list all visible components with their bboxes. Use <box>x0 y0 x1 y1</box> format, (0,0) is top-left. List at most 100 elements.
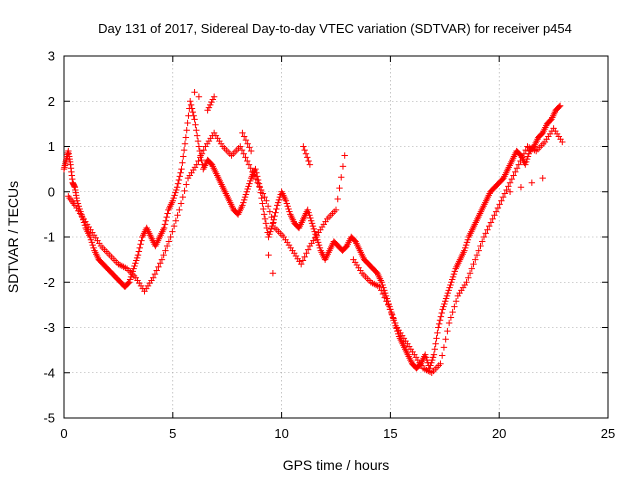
data-point <box>513 165 521 172</box>
data-point <box>316 244 324 252</box>
data-point <box>391 319 399 327</box>
data-point <box>436 317 444 324</box>
data-point <box>173 184 181 191</box>
data-point <box>172 217 180 224</box>
data-point <box>489 215 496 223</box>
data-point <box>452 298 460 305</box>
data-point <box>153 267 160 274</box>
x-tick-label: 0 <box>60 426 67 441</box>
data-point <box>463 279 470 286</box>
data-point <box>422 354 430 361</box>
data-point <box>238 146 246 154</box>
y-tick-label: -5 <box>43 411 55 426</box>
data-point <box>444 327 451 335</box>
data-point <box>520 150 528 157</box>
data-point <box>260 205 267 213</box>
data-point <box>191 89 198 96</box>
y-tick-label: 2 <box>48 94 55 109</box>
data-point <box>262 220 270 227</box>
data-point <box>170 222 178 230</box>
data-point <box>136 244 143 252</box>
axis-ticks: 0 5 10 15 20 25 -5 -4 -3 -2 -1 0 1 2 3 <box>43 49 615 442</box>
data-point <box>125 279 132 287</box>
data-point <box>242 136 250 144</box>
data-point <box>385 301 392 309</box>
data-point <box>177 200 185 207</box>
data-point <box>431 346 438 353</box>
data-point <box>131 262 138 270</box>
data-point <box>261 215 269 223</box>
data-point <box>301 253 308 261</box>
data-point <box>464 236 472 243</box>
data-point <box>442 336 449 343</box>
data-point <box>243 188 250 195</box>
data-point <box>205 104 213 111</box>
data-point <box>482 230 489 237</box>
data-point <box>252 165 259 173</box>
data-point <box>180 153 187 160</box>
grid <box>64 56 608 418</box>
data-point <box>175 176 183 184</box>
data-point <box>270 219 277 226</box>
data-point <box>162 217 170 224</box>
data-point <box>179 193 187 201</box>
data-point <box>480 233 488 241</box>
data-point <box>300 143 307 150</box>
data-point <box>197 154 204 161</box>
data-point <box>448 276 456 283</box>
data-point <box>245 161 253 168</box>
data-point <box>528 179 536 186</box>
data-point <box>244 185 251 193</box>
data-point <box>266 231 273 238</box>
data-point <box>252 175 260 183</box>
data-point <box>449 308 456 316</box>
data-point <box>163 213 170 221</box>
data-point <box>447 314 455 321</box>
data-point <box>339 163 347 170</box>
data-point <box>187 101 195 109</box>
data-point <box>254 179 261 186</box>
data-point <box>161 221 169 228</box>
data-point <box>432 340 439 347</box>
data-point <box>200 146 207 154</box>
data-point <box>501 190 509 197</box>
data-point <box>181 140 189 147</box>
data-point <box>305 209 312 216</box>
data-point <box>494 204 502 212</box>
data-point <box>306 161 314 168</box>
data-point <box>430 351 438 358</box>
data-point <box>461 247 468 254</box>
data-point <box>176 173 183 180</box>
data-point <box>304 154 311 161</box>
y-tick-label: -4 <box>43 365 55 380</box>
data-point <box>204 107 211 114</box>
data-point <box>302 150 310 157</box>
data-point <box>308 220 316 227</box>
data-point <box>386 306 394 313</box>
x-tick-label: 5 <box>169 426 176 441</box>
data-point <box>524 153 532 160</box>
data-point <box>390 315 397 322</box>
data-point <box>184 119 191 127</box>
data-point <box>267 225 275 233</box>
data-point <box>169 228 176 235</box>
data-point <box>305 157 312 165</box>
data-point <box>272 209 279 216</box>
data-point <box>130 265 137 272</box>
data-point <box>171 192 178 199</box>
data-point <box>435 320 443 328</box>
data-point <box>207 101 214 109</box>
data-point <box>73 197 81 204</box>
data-point <box>517 184 525 191</box>
x-tick-label: 15 <box>383 426 397 441</box>
data-point <box>269 270 277 277</box>
data-point <box>183 181 190 188</box>
data-point <box>89 241 96 249</box>
data-point <box>449 273 457 281</box>
data-point <box>167 233 174 241</box>
data-point <box>247 147 255 155</box>
data-point <box>133 257 140 264</box>
data-point <box>315 241 323 249</box>
data-point <box>440 303 447 310</box>
data-point <box>240 199 247 206</box>
